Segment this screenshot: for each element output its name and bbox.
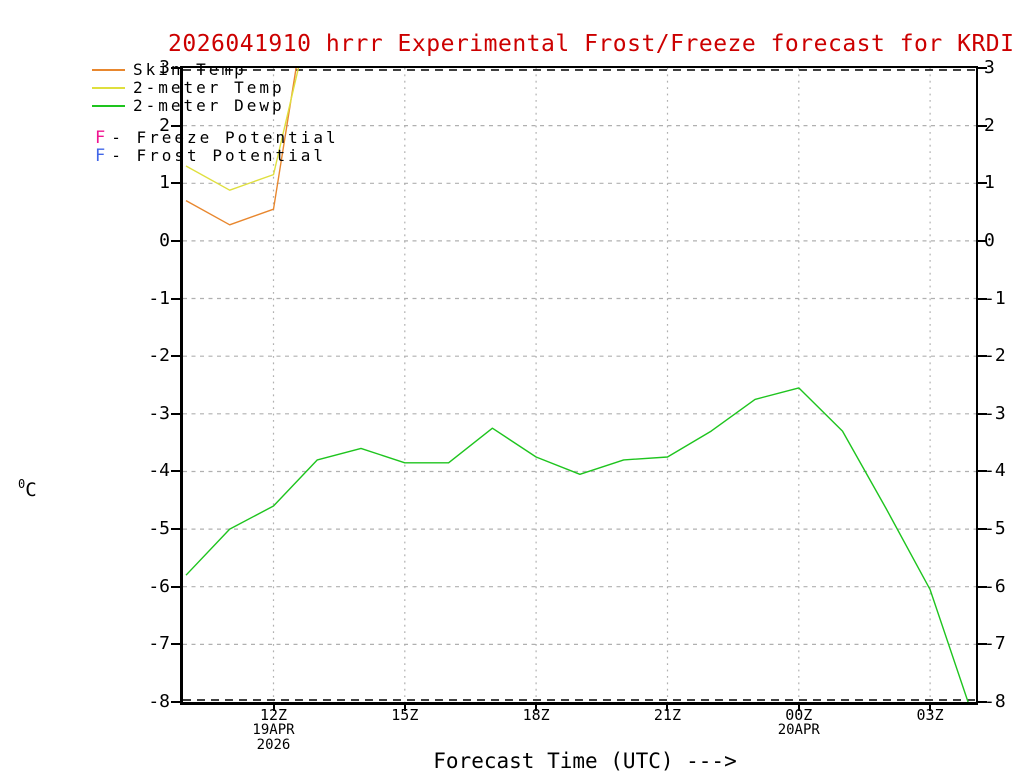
y-tick-label-right: 1 <box>984 172 995 194</box>
y-tick-label-left: -6 <box>148 575 170 597</box>
y-tick-label-right: -5 <box>984 518 1006 540</box>
y-tick-left <box>171 470 181 473</box>
legend-line-swatch <box>92 87 125 89</box>
legend-line-swatch <box>92 105 125 107</box>
y-tick-right <box>977 182 987 185</box>
y-tick-right <box>977 412 987 415</box>
y-tick-label-left: -7 <box>148 633 170 655</box>
y-tick-label-left: -8 <box>148 691 170 712</box>
y-axis-label-unit: C <box>25 479 37 501</box>
x-tick <box>666 705 669 711</box>
y-tick-left <box>171 528 181 531</box>
x-tick-sublabel: 2026 <box>256 737 291 753</box>
y-tick-label-right: -6 <box>984 575 1006 597</box>
y-tick-left <box>171 585 181 588</box>
y-tick-label-left: -4 <box>148 460 170 482</box>
y-tick-label-left: -5 <box>148 518 170 540</box>
y-tick-label-left: 0 <box>159 229 170 251</box>
y-tick-label-right: -2 <box>984 345 1006 367</box>
y-tick-label-right: -8 <box>984 691 1006 712</box>
flag-label: - Frost Potential <box>111 146 327 165</box>
x-tick-label: 12Z <box>259 706 288 724</box>
y-tick-label-left: -3 <box>148 402 170 424</box>
x-tick <box>403 705 406 711</box>
y-tick-label-right: 2 <box>984 114 995 136</box>
y-tick-label-right: -3 <box>984 402 1006 424</box>
y-tick-right <box>977 470 987 473</box>
legend-label: 2-meter Dewp <box>133 96 285 115</box>
x-tick-sublabel: 19APR <box>252 722 295 738</box>
y-tick-left <box>171 412 181 415</box>
y-tick-label-left: 2 <box>159 114 170 136</box>
flag-letter: F <box>95 128 106 148</box>
y-tick-label-left: -1 <box>148 287 170 309</box>
chart-title: 2026041910 hrrr Experimental Frost/Freez… <box>168 31 1015 57</box>
y-tick-left <box>171 297 181 300</box>
y-tick-left <box>171 643 181 646</box>
y-tick-label-right: -4 <box>984 460 1006 482</box>
y-tick-label-left: 3 <box>159 57 170 78</box>
y-tick-right <box>977 124 987 127</box>
x-tick-label: 18Z <box>522 706 550 724</box>
y-tick-left <box>171 182 181 185</box>
x-tick-label: 03Z <box>916 706 944 724</box>
x-axis-label: Forecast Time (UTC) ---> <box>433 749 737 773</box>
legend-line-swatch <box>92 69 125 71</box>
x-tick-label: 00Z <box>785 706 813 724</box>
y-tick-label-left: -2 <box>148 345 170 367</box>
y-tick-left <box>171 355 181 358</box>
x-tick <box>797 705 800 711</box>
y-tick-right <box>977 67 987 69</box>
y-tick-right <box>977 585 987 588</box>
x-tick-sublabel: 20APR <box>777 722 820 738</box>
x-tick-label: 15Z <box>391 706 419 724</box>
x-tick <box>929 705 932 711</box>
y-tick-right <box>977 355 987 358</box>
y-tick-right <box>977 528 987 531</box>
y-tick-right <box>977 701 987 703</box>
legend-flag-item: F - Frost Potential <box>95 147 326 165</box>
y-tick-left <box>171 239 181 242</box>
flag-letter: F <box>95 146 106 166</box>
y-tick-label-right: -1 <box>984 287 1006 309</box>
x-tick <box>535 705 538 711</box>
flag-label: - Freeze Potential <box>111 128 339 147</box>
legend-flag-item: F - Freeze Potential <box>95 129 339 147</box>
y-tick-label-right: 0 <box>984 229 995 251</box>
legend-label: 2-meter Temp <box>133 78 285 97</box>
y-axis-label: 0C <box>18 477 37 501</box>
y-tick-right <box>977 643 987 646</box>
x-tick <box>272 705 275 711</box>
y-tick-label-right: -7 <box>984 633 1006 655</box>
y-tick-left <box>171 67 181 69</box>
y-tick-left <box>171 124 181 127</box>
y-axis-label-degree: 0 <box>18 477 26 491</box>
y-tick-left <box>171 701 181 703</box>
x-tick-label: 21Z <box>653 706 681 724</box>
y-tick-label-left: 1 <box>159 172 170 194</box>
legend-label: Skin Temp <box>133 60 247 79</box>
y-tick-label-right: 3 <box>984 57 995 78</box>
y-tick-right <box>977 239 987 242</box>
plot-area <box>183 68 976 702</box>
y-tick-right <box>977 297 987 300</box>
